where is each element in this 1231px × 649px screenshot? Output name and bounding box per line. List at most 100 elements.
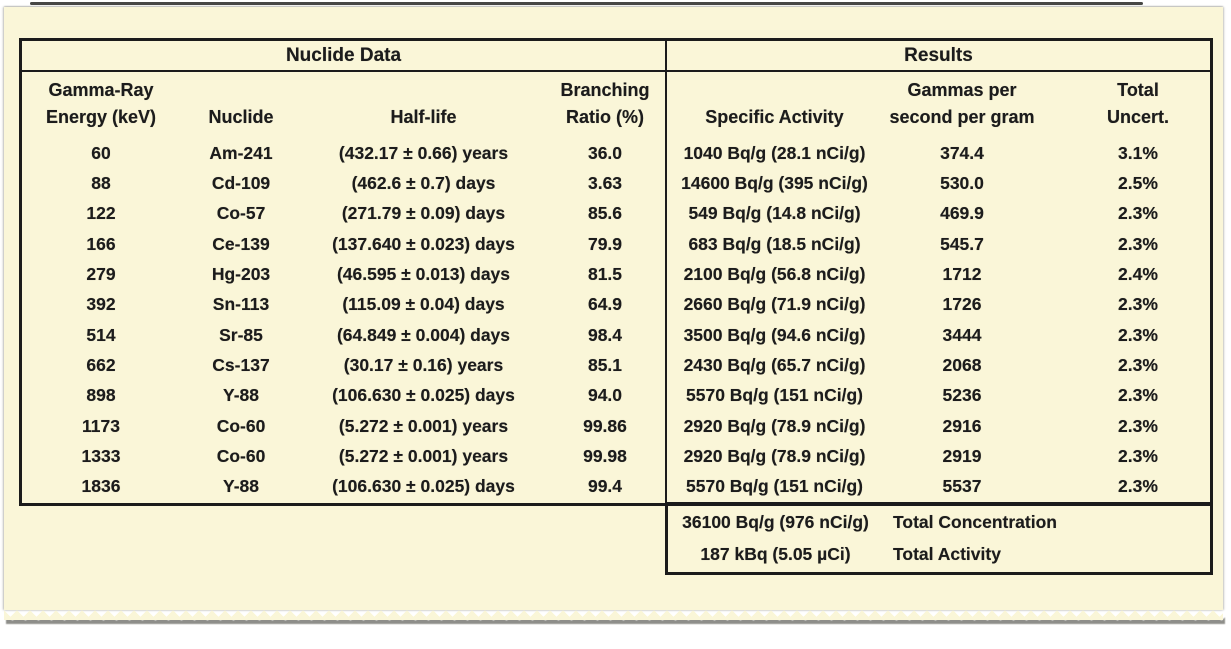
- cell-branching-ratio: 85.6: [587, 203, 623, 224]
- cell-energy: 122: [86, 203, 116, 224]
- cell-specific-activity: 5570 Bq/g (151 nCi/g): [686, 385, 863, 406]
- col-header-gammas-per-second-per-gram: Gammas per second per gram: [889, 80, 1035, 127]
- cell-total-uncert: 2.3%: [1118, 385, 1158, 406]
- table-row: 392 Sn-113 (115.09 ± 0.04) days 64.9 266…: [22, 289, 1210, 320]
- cell-half-life: (115.09 ± 0.04) days: [342, 294, 505, 315]
- cell-branching-ratio: 81.5: [587, 263, 623, 284]
- table-row: 1836 Y-88 (106.630 ± 0.025) days 99.4 55…: [22, 471, 1210, 502]
- cell-total-uncert: 2.3%: [1118, 476, 1158, 497]
- cell-nuclide: Sn-113: [212, 294, 270, 315]
- cell-nuclide: Ce-139: [212, 233, 270, 254]
- cell-specific-activity: 2660 Bq/g (71.9 nCi/g): [683, 294, 866, 315]
- cell-gammas-per-second: 5236: [942, 385, 982, 406]
- cell-energy: 1173: [82, 415, 120, 436]
- cell-specific-activity: 3500 Bq/g (94.6 nCi/g): [683, 324, 866, 345]
- cell-energy: 898: [86, 385, 116, 406]
- cell-gammas-per-second: 530.0: [940, 172, 984, 193]
- cell-specific-activity: 2920 Bq/g (78.9 nCi/g): [683, 415, 866, 436]
- cell-gammas-per-second: 545.7: [940, 233, 984, 254]
- totals-box: 36100 Bq/g (976 nCi/g) Total Concentrati…: [665, 502, 1213, 575]
- cell-gammas-per-second: 5537: [942, 476, 982, 497]
- cell-energy: 88: [91, 172, 111, 193]
- col-header-nuclide: Nuclide: [208, 107, 274, 127]
- cell-energy: 392: [86, 294, 116, 315]
- cell-specific-activity: 683 Bq/g (18.5 nCi/g): [688, 233, 861, 254]
- cell-half-life: (64.849 ± 0.004) days: [336, 324, 511, 345]
- col-header-branching-ratio: Branching Ratio (%): [560, 80, 650, 127]
- cell-gammas-per-second: 1712: [942, 263, 982, 284]
- cell-half-life: (137.640 ± 0.023) days: [332, 233, 515, 254]
- total-activity-row: 187 kBq (5.05 µCi) Total Activity: [668, 539, 1210, 571]
- cell-nuclide: Y-88: [223, 385, 259, 406]
- table-row: 166 Ce-139 (137.640 ± 0.023) days 79.9 6…: [22, 228, 1210, 260]
- col-header-half-life: Half-life: [390, 107, 457, 127]
- cell-gammas-per-second: 469.9: [940, 203, 984, 224]
- total-concentration-value: 36100 Bq/g (976 nCi/g): [682, 512, 869, 532]
- cell-energy: 166: [86, 233, 116, 254]
- cell-energy: 1333: [81, 445, 121, 466]
- cell-nuclide: Am-241: [209, 142, 273, 163]
- cell-half-life: (271.79 ± 0.09) days: [341, 203, 506, 224]
- table-row: 1333 Co-60 (5.272 ± 0.001) years 99.98 2…: [22, 441, 1210, 472]
- cell-energy: 514: [86, 324, 116, 345]
- cell-nuclide: Cs-137: [212, 354, 270, 375]
- cell-total-uncert: 2.3%: [1118, 415, 1158, 436]
- section-title-nuclide-data: Nuclide Data: [22, 41, 667, 70]
- torn-edge: [4, 609, 1223, 620]
- table-row: 88 Cd-109 (462.6 ± 0.7) days 3.63 14600 …: [22, 168, 1210, 199]
- cell-half-life: (46.595 ± 0.013) days: [336, 263, 511, 284]
- cell-total-uncert: 2.3%: [1118, 445, 1158, 466]
- cell-specific-activity: 1040 Bq/g (28.1 nCi/g): [683, 142, 866, 163]
- cell-gammas-per-second: 374.4: [940, 142, 984, 163]
- cell-half-life: (5.272 ± 0.001) years: [338, 445, 509, 466]
- cell-specific-activity: 5570 Bq/g (151 nCi/g): [686, 476, 863, 497]
- total-concentration-label: Total Concentration: [893, 512, 1057, 532]
- cell-half-life: (432.17 ± 0.66) years: [338, 142, 509, 163]
- table-row: 898 Y-88 (106.630 ± 0.025) days 94.0 557…: [22, 380, 1210, 411]
- cell-branching-ratio: 94.0: [587, 385, 623, 406]
- cell-total-uncert: 2.3%: [1118, 294, 1158, 315]
- scan-edge-artifact-line: [30, 2, 1143, 5]
- nuclide-data-headers: Gamma-Ray Energy (keV) Nuclide Half-life…: [22, 72, 667, 138]
- column-header-row: Gamma-Ray Energy (keV) Nuclide Half-life…: [22, 72, 1210, 138]
- table-row: 122 Co-57 (271.79 ± 0.09) days 85.6 549 …: [22, 198, 1210, 229]
- cell-gammas-per-second: 2068: [942, 354, 982, 375]
- table-row: 662 Cs-137 (30.17 ± 0.16) years 85.1 243…: [22, 350, 1210, 381]
- cell-nuclide: Hg-203: [211, 263, 271, 284]
- cell-specific-activity: 2430 Bq/g (65.7 nCi/g): [683, 354, 866, 375]
- table-row: 279 Hg-203 (46.595 ± 0.013) days 81.5 21…: [22, 259, 1210, 290]
- cell-branching-ratio: 99.4: [587, 476, 623, 497]
- section-title-results: Results: [667, 41, 1210, 70]
- cell-branching-ratio: 98.4: [587, 324, 623, 345]
- cell-branching-ratio: 99.86: [583, 415, 627, 436]
- total-concentration-row: 36100 Bq/g (976 nCi/g) Total Concentrati…: [668, 507, 1210, 539]
- cell-half-life: (30.17 ± 0.16) years: [343, 354, 504, 375]
- cell-branching-ratio: 85.1: [587, 354, 623, 375]
- cell-energy: 1836: [81, 476, 121, 497]
- table-row: 1173 Co-60 (5.272 ± 0.001) years 99.86 2…: [22, 410, 1210, 442]
- results-headers: Specific Activity Gammas per second per …: [667, 72, 1210, 138]
- cell-gammas-per-second: 2919: [942, 445, 982, 466]
- cell-gammas-per-second: 2916: [942, 415, 982, 436]
- table-body: 60 Am-241 (432.17 ± 0.66) years 36.0 104…: [22, 138, 1210, 502]
- paper-sheet: Nuclide Data Results Gamma-Ray Energy (k…: [4, 7, 1223, 620]
- cell-half-life: (5.272 ± 0.001) years: [338, 415, 509, 436]
- col-header-total-uncert: Total Uncert.: [1106, 80, 1169, 127]
- cell-total-uncert: 2.4%: [1118, 263, 1158, 284]
- cell-nuclide: Co-60: [216, 415, 266, 436]
- col-header-energy: Gamma-Ray Energy (keV): [45, 80, 157, 127]
- cell-branching-ratio: 64.9: [587, 294, 623, 315]
- cell-total-uncert: 2.3%: [1118, 324, 1158, 345]
- cell-half-life: (106.630 ± 0.025) days: [332, 476, 515, 497]
- cell-energy: 662: [86, 354, 116, 375]
- col-header-specific-activity: Specific Activity: [705, 107, 844, 127]
- cell-nuclide: Cd-109: [211, 172, 271, 193]
- cell-half-life: (106.630 ± 0.025) days: [332, 385, 515, 406]
- cell-total-uncert: 2.5%: [1118, 172, 1158, 193]
- cell-nuclide: Co-57: [216, 203, 266, 224]
- cell-gammas-per-second: 1726: [942, 294, 982, 315]
- cell-branching-ratio: 36.0: [587, 142, 623, 163]
- cell-nuclide: Co-60: [216, 445, 266, 466]
- cell-nuclide: Sr-85: [219, 324, 263, 345]
- cell-specific-activity: 14600 Bq/g (395 nCi/g): [681, 172, 868, 193]
